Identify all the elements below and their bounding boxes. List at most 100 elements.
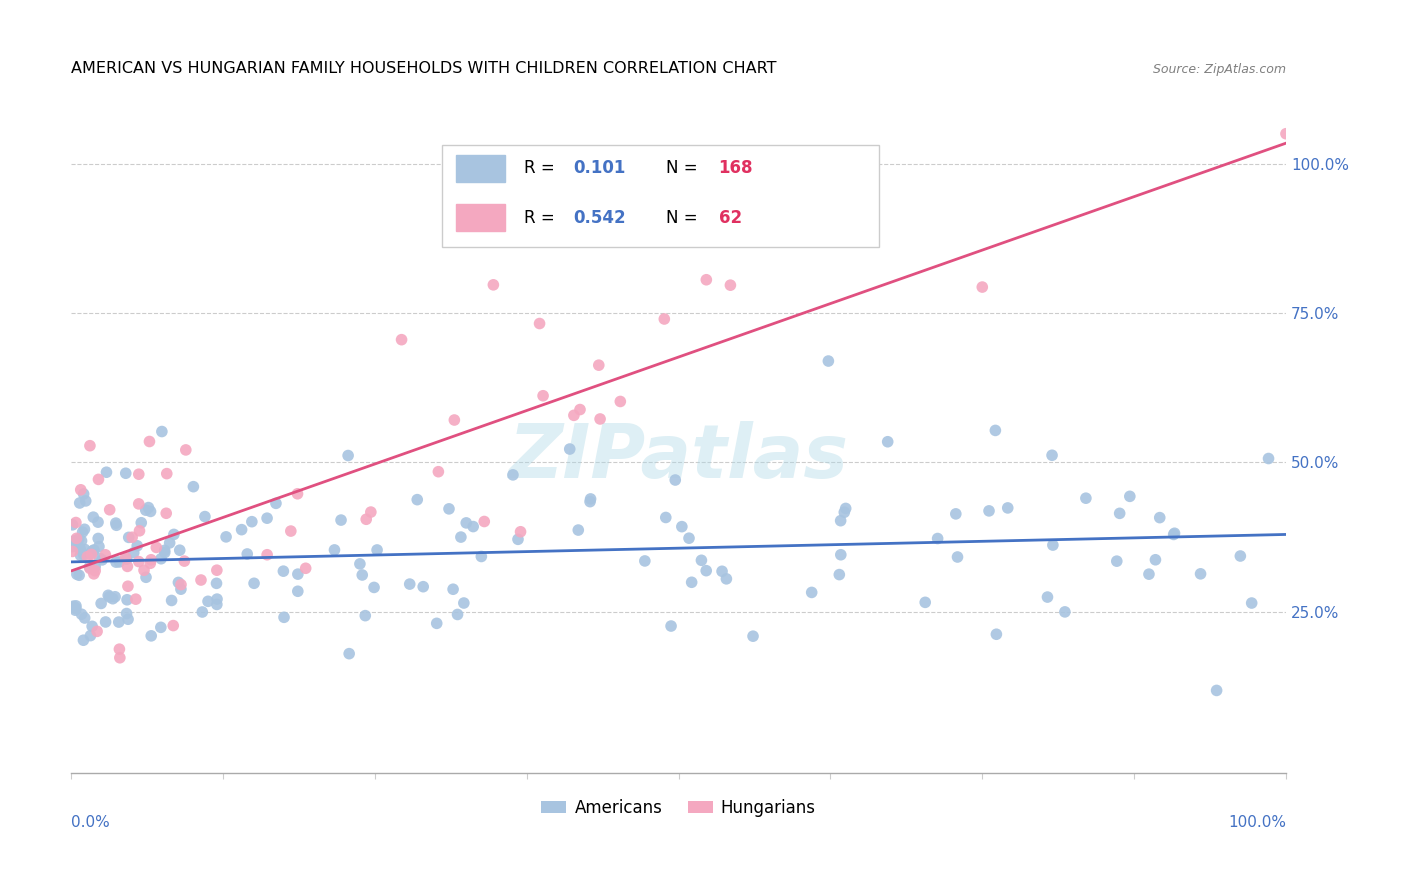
Point (65, 601, 87, 615)
Point (84, 564, 107, 578)
Point (482, 277, 505, 292)
Point (567, 523, 589, 537)
Point (115, 592, 138, 607)
Point (742, 629, 765, 643)
Point (114, 467, 136, 481)
Point (76, 549, 98, 564)
Point (349, 557, 371, 571)
Point (62, 599, 84, 614)
Point (67, 532, 90, 546)
Point (287, 487, 309, 501)
Point (159, 536, 181, 550)
Point (579, 494, 602, 508)
Point (1053, 605, 1076, 619)
Point (128, 555, 150, 569)
Text: Source: ZipAtlas.com: Source: ZipAtlas.com (1153, 63, 1286, 77)
Point (443, 413, 465, 427)
Text: 0.0%: 0.0% (72, 815, 110, 830)
Point (89, 551, 111, 566)
Point (118, 530, 141, 544)
Point (169, 543, 191, 558)
Point (104, 590, 127, 604)
Point (589, 412, 612, 426)
Point (150, 425, 173, 439)
Point (83, 543, 105, 558)
Point (830, 548, 852, 562)
Point (87, 532, 110, 546)
Text: 62: 62 (718, 209, 742, 227)
Point (73, 542, 96, 557)
Point (141, 629, 163, 643)
Point (997, 500, 1019, 515)
Point (98, 502, 121, 516)
Point (79, 560, 101, 574)
Point (87, 515, 110, 529)
Point (65, 603, 87, 617)
Point (205, 592, 228, 607)
Point (79, 561, 101, 575)
Point (129, 516, 152, 530)
Point (287, 567, 309, 582)
Point (456, 516, 478, 530)
Point (149, 620, 172, 634)
Point (80, 546, 103, 560)
Point (634, 554, 657, 568)
Point (72, 525, 94, 540)
Point (236, 547, 259, 561)
Point (711, 564, 734, 578)
Point (82, 544, 104, 558)
Point (354, 512, 377, 526)
Point (91, 553, 114, 567)
Point (63, 534, 86, 549)
Point (83, 566, 105, 581)
Point (69, 496, 91, 510)
Point (72, 487, 94, 501)
Point (659, 619, 682, 633)
Point (463, 519, 485, 533)
Point (160, 593, 183, 607)
Point (986, 627, 1008, 641)
Point (122, 546, 145, 560)
Point (294, 561, 316, 575)
Point (86, 624, 108, 639)
Point (108, 555, 131, 569)
Point (243, 576, 266, 591)
Point (65, 516, 87, 530)
Point (502, 467, 524, 482)
Point (127, 539, 149, 553)
Point (94, 548, 117, 562)
Point (945, 507, 967, 521)
Point (1036, 590, 1059, 604)
Point (363, 581, 385, 595)
Point (108, 650, 131, 665)
Point (62, 544, 84, 558)
Point (156, 467, 179, 481)
Point (170, 582, 193, 597)
Point (716, 572, 738, 586)
Point (800, 585, 823, 599)
Text: N =: N = (666, 209, 703, 227)
Point (62, 517, 84, 532)
Point (876, 434, 898, 449)
Point (80, 548, 103, 562)
Point (330, 513, 353, 527)
Point (72, 548, 94, 562)
Point (531, 389, 554, 403)
Point (108, 642, 131, 657)
Point (1257, 451, 1279, 466)
Point (832, 505, 855, 519)
Point (82, 619, 104, 633)
Point (446, 607, 468, 622)
Point (509, 524, 531, 539)
Point (135, 570, 157, 584)
Point (63, 600, 86, 615)
Bar (457, 155, 505, 181)
Point (135, 503, 157, 517)
Point (105, 518, 128, 533)
Point (153, 543, 176, 558)
Point (79, 629, 101, 643)
Point (117, 612, 139, 626)
Point (569, 402, 592, 417)
Point (655, 510, 678, 524)
Point (287, 584, 309, 599)
